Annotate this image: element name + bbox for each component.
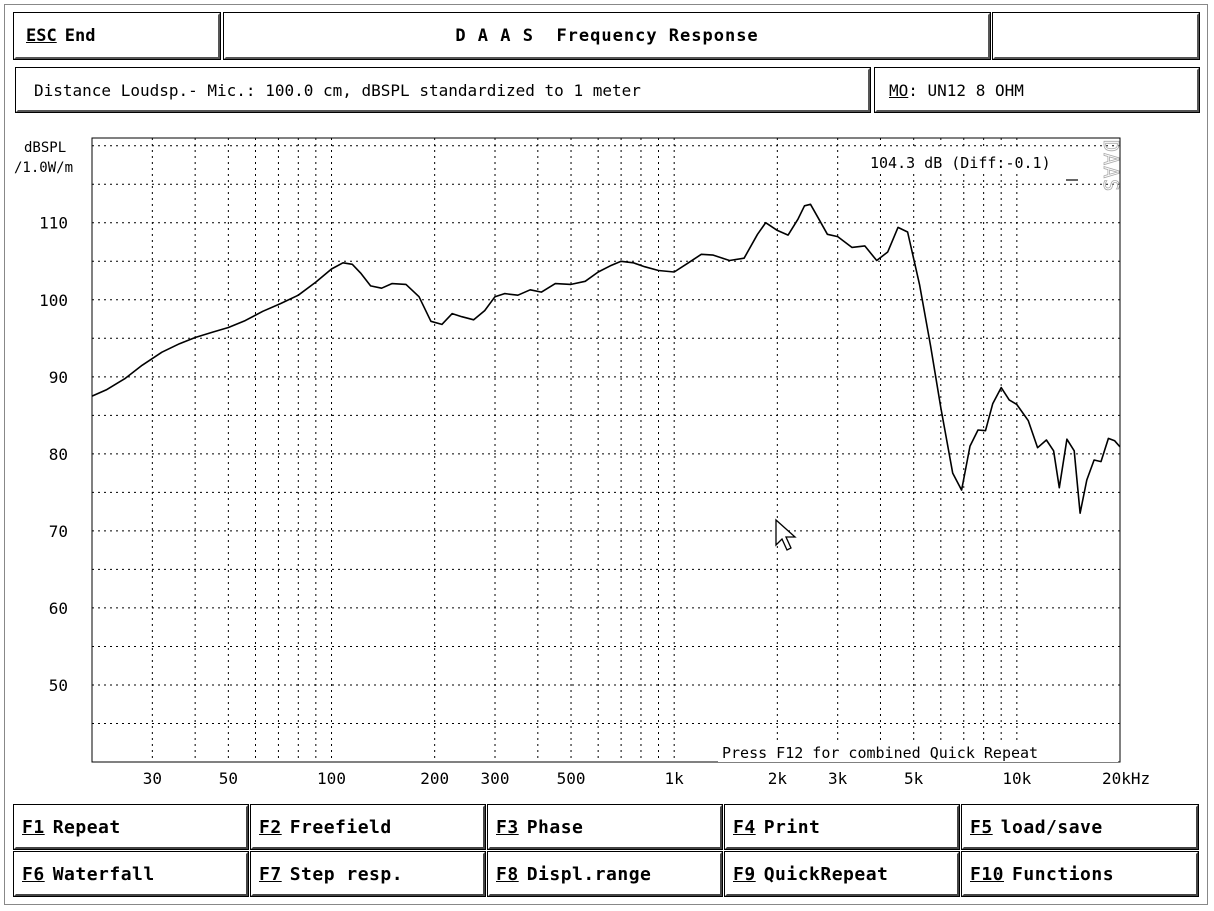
function-key-code: F3 <box>496 816 519 838</box>
function-key-label: load/save <box>1000 816 1103 838</box>
function-key-f10[interactable]: F10 Functions <box>961 851 1199 897</box>
chart-grid <box>92 138 1120 762</box>
function-key-f3[interactable]: F3 Phase <box>487 804 723 850</box>
esc-key-label: ESC <box>26 26 57 46</box>
header-right-box <box>992 12 1200 60</box>
mo-key-label: MO <box>889 80 909 100</box>
window-frame <box>4 4 1208 905</box>
y-axis-label-line2: /1.0W/m <box>14 160 73 176</box>
y-axis-label-line1: dBSPL <box>24 140 66 156</box>
footer-note-background <box>718 742 1118 762</box>
x-tick-label: 300 <box>481 769 510 788</box>
function-key-f6[interactable]: F6 Waterfall <box>13 851 249 897</box>
function-key-code: F4 <box>733 816 756 838</box>
model-name: : UN12 8 OHM <box>908 80 1024 100</box>
esc-end-button[interactable]: ESC End <box>13 12 221 60</box>
function-key-label: Phase <box>526 816 584 838</box>
x-tick-label: 30 <box>143 769 162 788</box>
function-key-f4[interactable]: F4 Print <box>724 804 960 850</box>
function-key-label: Displ.range <box>526 863 652 885</box>
level-readout: 104.3 dB (Diff:-0.1) <box>870 154 1051 172</box>
mouse-cursor-icon <box>775 518 797 551</box>
y-tick-label: 50 <box>49 676 68 695</box>
function-key-label: QuickRepeat <box>763 863 889 885</box>
x-tick-label: 20kHz <box>1102 769 1150 788</box>
function-key-f7[interactable]: F7 Step resp. <box>250 851 486 897</box>
distance-info-bar: Distance Loudsp.- Mic.: 100.0 cm, dBSPL … <box>15 67 871 113</box>
x-tick-label: 1k <box>665 769 685 788</box>
function-key-code: F8 <box>496 863 519 885</box>
function-key-code: F7 <box>259 863 282 885</box>
page-title: D A A S Frequency Response <box>455 26 759 46</box>
readout-background <box>864 150 1078 174</box>
side-watermark-label: DAAS <box>1099 140 1123 192</box>
x-axis-tick-labels: 30 50 100 200 300 500 1k 2k 3k 5k 10k 20kHz <box>143 769 1150 788</box>
title-bar: D A A S Frequency Response <box>223 12 991 60</box>
model-info-box[interactable]: MO : UN12 8 OHM <box>874 67 1200 113</box>
y-tick-label: 110 <box>39 214 68 233</box>
x-tick-label: 5k <box>904 769 924 788</box>
x-tick-label: 3k <box>828 769 848 788</box>
function-key-f8[interactable]: F8 Displ.range <box>487 851 723 897</box>
x-tick-label: 200 <box>420 769 449 788</box>
function-key-label: Functions <box>1012 863 1115 885</box>
function-key-f2[interactable]: F2 Freefield <box>250 804 486 850</box>
x-tick-label: 10k <box>1002 769 1031 788</box>
function-key-code: F6 <box>22 863 45 885</box>
y-tick-label: 90 <box>49 368 68 387</box>
x-tick-label: 50 <box>219 769 238 788</box>
y-axis-tick-labels: 50 60 70 80 90 100 110 <box>39 214 68 695</box>
y-tick-label: 70 <box>49 522 68 541</box>
function-key-code: F2 <box>259 816 282 838</box>
end-label: End <box>64 26 96 46</box>
function-key-code: F1 <box>22 816 45 838</box>
y-tick-label: 80 <box>49 445 68 464</box>
function-key-f1[interactable]: F1 Repeat <box>13 804 249 850</box>
function-key-code: F5 <box>970 816 993 838</box>
plot-area-border <box>91 137 1121 763</box>
function-key-f9[interactable]: F9 QuickRepeat <box>724 851 960 897</box>
function-key-label: Freefield <box>289 816 392 838</box>
function-key-label: Repeat <box>52 816 121 838</box>
frequency-response-chart[interactable]: 50 60 70 80 90 100 110 30 50 100 200 300 500 1k 2k 3k 5… <box>0 0 1214 800</box>
function-key-f5[interactable]: F5 load/save <box>961 804 1199 850</box>
y-tick-label: 60 <box>49 599 68 618</box>
x-tick-label: 2k <box>768 769 788 788</box>
x-tick-label: 500 <box>557 769 586 788</box>
function-key-code: F9 <box>733 863 756 885</box>
x-tick-label: 100 <box>317 769 346 788</box>
function-key-label: Waterfall <box>52 863 155 885</box>
function-key-code: F10 <box>970 863 1005 885</box>
distance-info-text: Distance Loudsp.- Mic.: 100.0 cm, dBSPL … <box>34 80 641 100</box>
frequency-response-curve <box>91 203 1121 514</box>
quick-repeat-hint: Press F12 for combined Quick Repeat <box>722 744 1038 762</box>
y-tick-label: 100 <box>39 291 68 310</box>
function-key-label: Print <box>763 816 821 838</box>
function-key-label: Step resp. <box>289 863 404 885</box>
